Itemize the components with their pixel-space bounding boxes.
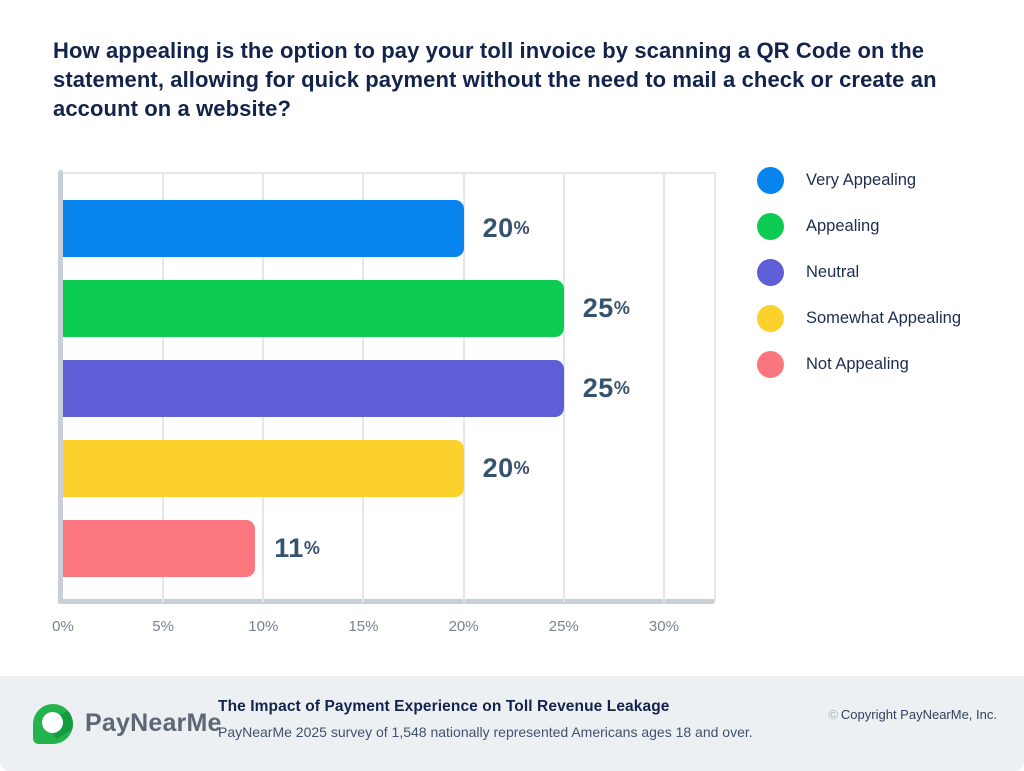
x-tick-label: 10% bbox=[248, 618, 279, 635]
bar-value-label: 25% bbox=[582, 373, 630, 403]
chart-question-title: How appealing is the option to pay your … bbox=[53, 38, 937, 121]
paynearme-logo-icon bbox=[33, 703, 73, 744]
x-tick-label: 20% bbox=[448, 618, 479, 635]
bar-value-label: 20% bbox=[482, 453, 530, 483]
bar-not-appealing bbox=[63, 520, 256, 577]
bar-value-label: 11% bbox=[274, 533, 320, 563]
legend-dot-icon bbox=[757, 167, 784, 194]
logo-bubble-hole bbox=[42, 711, 63, 733]
bar-neutral bbox=[63, 360, 564, 417]
legend-label: Not Appealing bbox=[806, 355, 909, 373]
copyright-text: Copyright PayNearMe, Inc. bbox=[840, 707, 997, 722]
gridline bbox=[662, 174, 665, 602]
bar-row: 11% bbox=[63, 520, 714, 577]
legend-item: Very Appealing bbox=[757, 167, 961, 194]
chart-legend: Very Appealing Appealing Neutral Somewhat A… bbox=[757, 167, 961, 397]
bar-value-label: 25% bbox=[582, 293, 630, 323]
x-tick-label: 0% bbox=[52, 618, 74, 635]
x-tick-label: 5% bbox=[152, 618, 174, 635]
bar-row: 20% bbox=[63, 200, 714, 257]
paynearme-logo-text: PayNearMe bbox=[85, 709, 222, 737]
copyright-icon: © bbox=[828, 707, 838, 722]
bar-somewhat-appealing bbox=[63, 440, 464, 497]
bar-row: 25% bbox=[63, 280, 714, 337]
legend-dot-icon bbox=[757, 305, 784, 332]
logo-bubble-shape bbox=[33, 703, 73, 744]
bar-row: 20% bbox=[63, 440, 714, 497]
legend-label: Somewhat Appealing bbox=[806, 309, 962, 327]
x-tick-label: 15% bbox=[348, 618, 379, 635]
paynearme-brand: PayNearMe bbox=[33, 676, 222, 771]
bar-value-label: 20% bbox=[482, 213, 530, 243]
legend-item: Neutral bbox=[757, 259, 961, 286]
legend-label: Very Appealing bbox=[806, 171, 917, 189]
legend-item: Appealing bbox=[757, 213, 961, 240]
legend-dot-icon bbox=[757, 351, 784, 378]
gridline bbox=[562, 174, 565, 602]
bar-chart-plot-area: 20% 25% 25% 20% 11% bbox=[63, 172, 716, 602]
legend-dot-icon bbox=[757, 213, 784, 240]
footer-report-info: The Impact of Payment Experience on Toll… bbox=[218, 698, 753, 740]
legend-dot-icon bbox=[757, 259, 784, 286]
legend-label: Appealing bbox=[806, 217, 880, 235]
bar-very-appealing bbox=[63, 200, 464, 257]
legend-item: Not Appealing bbox=[757, 351, 961, 378]
report-title: The Impact of Payment Experience on Toll… bbox=[218, 698, 670, 715]
bars-container: 20% 25% 25% 20% 11% bbox=[63, 200, 714, 600]
x-axis-tick-labels: 0% 5% 10% 15% 20% 25% 30% bbox=[52, 618, 714, 640]
copyright-notice: © Copyright PayNearMe, Inc. bbox=[828, 707, 997, 722]
x-tick-label: 25% bbox=[548, 618, 579, 635]
bar-row: 25% bbox=[63, 360, 714, 417]
footer: PayNearMe The Impact of Payment Experien… bbox=[0, 676, 1024, 771]
legend-label: Neutral bbox=[806, 263, 860, 281]
x-tick-label: 30% bbox=[648, 618, 679, 635]
legend-item: Somewhat Appealing bbox=[757, 305, 961, 332]
bar-appealing bbox=[63, 280, 564, 337]
x-axis-line bbox=[58, 599, 715, 604]
survey-note: PayNearMe 2025 survey of 1,548 nationall… bbox=[218, 724, 753, 740]
y-axis-line bbox=[58, 170, 63, 604]
